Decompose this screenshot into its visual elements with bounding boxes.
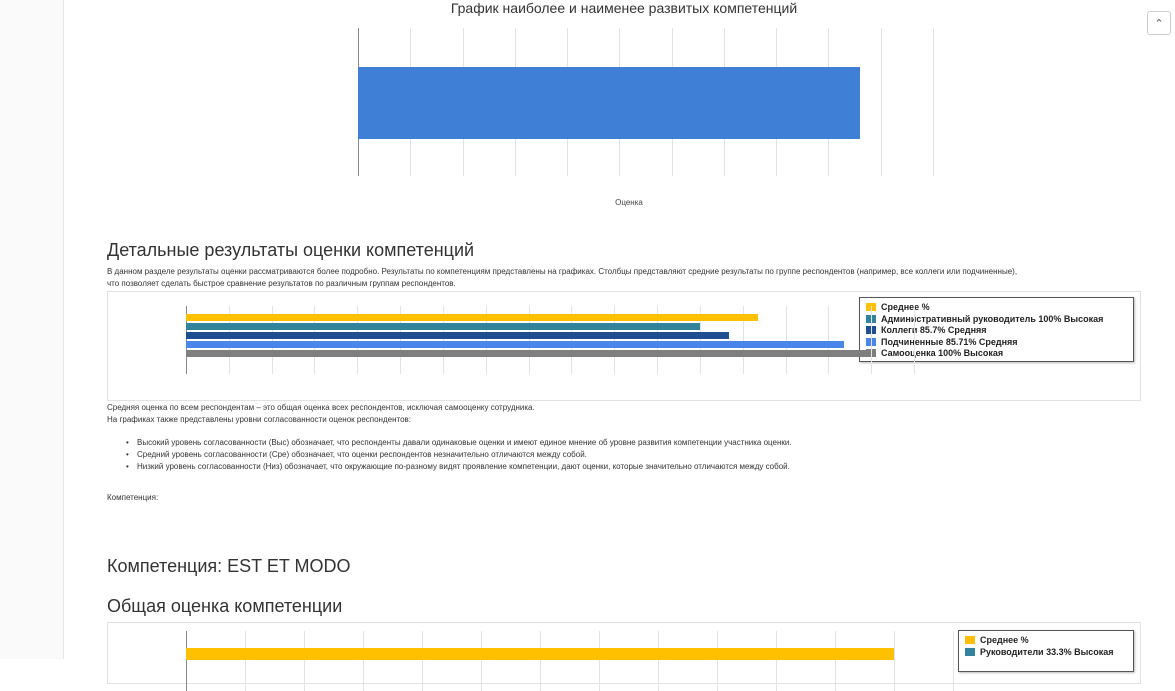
details-intro-line2: что позволяет сделать быстрое сравнение … — [107, 279, 456, 288]
legend-item: Среднее % — [866, 302, 930, 312]
list-item: Низкий уровень согласованности (Низ) обо… — [121, 461, 792, 473]
legend-swatch — [965, 647, 975, 656]
list-item: Высокий уровень согласованности (Выс) об… — [121, 437, 792, 449]
gridline — [914, 306, 915, 374]
gridline — [442, 306, 444, 374]
legend-swatch — [965, 636, 975, 644]
detail-chart-legend: Среднее % Административный руководитель 1… — [859, 297, 1134, 362]
legend-item: Административный руководитель 100% Высок… — [866, 314, 1103, 324]
details-intro-line1: В данном разделе результаты оценки рассм… — [107, 267, 1018, 276]
note-line2: На графиках также представлены уровни со… — [107, 415, 411, 424]
gridline — [933, 28, 934, 176]
gridline — [776, 631, 777, 691]
legend-label: Самооценка 100% Высокая — [881, 348, 1004, 358]
gridline — [186, 631, 187, 691]
gridline — [599, 631, 600, 691]
gridline — [485, 306, 487, 374]
gridline — [540, 631, 541, 691]
legend-item: Подчиненные 85.71% Средняя — [866, 337, 1018, 347]
bar-series-0 — [186, 314, 759, 321]
legend-label: Среднее % — [980, 635, 1029, 645]
gridline — [357, 306, 359, 374]
list-item: Средний уровень согласованности (Сре) об… — [121, 449, 792, 461]
chevron-up-icon: ⌃ — [1154, 17, 1164, 30]
legend-label: Административный руководитель 100% Высок… — [881, 313, 1104, 324]
consistency-levels-list: Высокий уровень согласованности (Выс) об… — [121, 437, 792, 473]
top-chart-title: График наиболее и наименее развитых комп… — [450, 0, 798, 16]
gridline — [228, 306, 230, 374]
bar-series-0 — [186, 648, 894, 660]
bar-est-et-modo — [358, 67, 860, 139]
overall-chart-legend: Среднее % Руководители 33.3% Высокая — [958, 630, 1134, 672]
gridline — [880, 28, 882, 176]
gridline — [785, 306, 787, 374]
gridline — [871, 306, 873, 374]
legend-swatch — [866, 314, 876, 323]
bar-series-2 — [186, 332, 729, 339]
report-content: График наиболее и наименее развитых комп… — [64, 0, 1175, 691]
gridline — [481, 631, 482, 691]
top-chart-xlabel: Оценка — [615, 198, 643, 207]
gridline — [304, 631, 305, 691]
legend-label: Подчиненные 85.71% Средняя — [881, 336, 1018, 347]
gridline — [571, 306, 573, 374]
scroll-to-top-button[interactable]: ⌃ — [1147, 11, 1171, 35]
gridline — [699, 306, 701, 374]
gridline — [828, 306, 830, 374]
legend-label: Коллеги 85.7% Средняя — [881, 325, 987, 335]
legend-swatch — [866, 326, 876, 334]
gridline — [658, 631, 659, 691]
legend-swatch — [866, 303, 876, 311]
legend-item: Среднее % — [965, 635, 1029, 645]
legend-item: Коллеги 85.7% Средняя — [866, 325, 987, 335]
competence-title: Компетенция: EST ET MODO — [107, 556, 351, 576]
overall-competence-chart: Среднее % Руководители 33.3% Высокая — [107, 622, 1141, 691]
gridline — [314, 306, 316, 374]
gridline — [835, 631, 836, 691]
bar-series-3 — [186, 341, 844, 348]
top-competence-chart — [64, 0, 1175, 215]
gridline — [894, 631, 895, 691]
legend-label: Руководители 33.3% Высокая — [980, 646, 1114, 657]
legend-swatch — [866, 337, 876, 346]
left-sidebar-rail — [0, 0, 64, 659]
gridline — [245, 631, 246, 691]
legend-label: Среднее % — [881, 302, 930, 312]
detail-results-chart: Среднее % Административный руководитель 1… — [107, 291, 1141, 401]
gridline — [614, 306, 616, 374]
gridline — [400, 306, 402, 374]
gridline — [717, 631, 718, 691]
gridline — [422, 631, 423, 691]
gridline — [953, 631, 954, 691]
competence-label: Компетенция: — [107, 493, 159, 502]
gridline — [657, 306, 659, 374]
overall-heading: Общая оценка компетенции — [107, 596, 343, 616]
gridline — [363, 631, 364, 691]
gridline — [186, 306, 187, 374]
legend-item: Руководители 33.3% Высокая — [965, 647, 1114, 657]
note-line1: Средняя оценка по всем респондентам – эт… — [107, 403, 535, 412]
bar-series-4 — [186, 350, 872, 357]
bar-series-1 — [186, 323, 700, 330]
details-heading: Детальные результаты оценки компетенций — [107, 240, 475, 260]
gridline — [742, 306, 744, 374]
legend-item: Самооценка 100% Высокая — [866, 348, 1003, 358]
gridline — [271, 306, 273, 374]
gridline — [528, 306, 530, 374]
